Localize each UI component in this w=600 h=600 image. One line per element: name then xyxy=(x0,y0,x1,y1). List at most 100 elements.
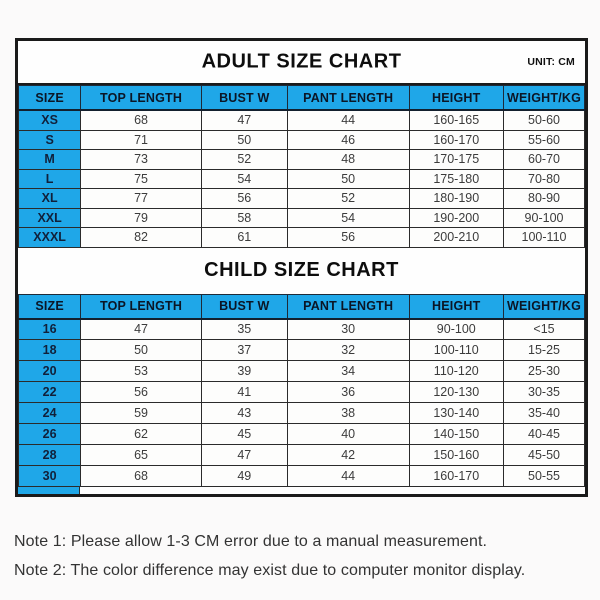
table-row: 24 59 43 38 130-140 35-40 xyxy=(17,402,585,425)
table-row: XS 68 47 44 160-165 50-60 xyxy=(17,109,585,131)
value-cell: 60-70 xyxy=(503,149,585,170)
table-row: XL 77 56 52 180-190 80-90 xyxy=(17,188,585,209)
value-cell: 34 xyxy=(286,360,410,383)
value-cell: <15 xyxy=(503,317,585,341)
table-row: S 71 50 46 160-170 55-60 xyxy=(17,129,585,150)
value-cell: 175-180 xyxy=(408,168,505,189)
value-cell: 170-175 xyxy=(408,149,505,170)
table-row: 18 50 37 32 100-110 15-25 xyxy=(17,339,585,362)
size-cell: XS xyxy=(17,109,82,131)
value-cell: 56 xyxy=(286,227,410,248)
note-line-2: Note 2: The color difference may exist d… xyxy=(14,562,526,579)
column-header: HEIGHT xyxy=(408,85,505,111)
value-cell: 82 xyxy=(80,227,202,248)
table-row: 30 68 49 44 160-170 50-55 xyxy=(17,465,585,487)
column-header: TOP LENGTH xyxy=(80,85,202,111)
value-cell: 110-120 xyxy=(408,360,505,383)
value-cell: 42 xyxy=(286,444,410,466)
value-cell: 160-165 xyxy=(408,109,505,131)
value-cell: 54 xyxy=(286,207,410,228)
value-cell: 45-50 xyxy=(503,444,585,466)
value-cell: 56 xyxy=(80,381,202,404)
size-cell: 22 xyxy=(17,381,82,404)
column-header: BUST W xyxy=(200,293,288,320)
value-cell: 90-100 xyxy=(408,317,505,341)
child-chart-title: CHILD SIZE CHART xyxy=(204,259,399,281)
value-cell: 48 xyxy=(286,149,410,170)
value-cell: 71 xyxy=(80,129,202,150)
column-header: WEIGHT/KG xyxy=(503,85,585,111)
value-cell: 61 xyxy=(200,227,288,248)
value-cell: 100-110 xyxy=(408,339,505,362)
value-cell: 200-210 xyxy=(408,227,505,248)
table-row: 22 56 41 36 120-130 30-35 xyxy=(17,381,585,404)
value-cell: 68 xyxy=(80,465,202,487)
adult-size-table: SIZE TOP LENGTH BUST W PANT LENGTH HEIGHT WEI… xyxy=(17,85,585,248)
column-header: PANT LENGTH xyxy=(286,85,410,111)
value-cell: 70-80 xyxy=(503,168,585,189)
column-header: SIZE xyxy=(17,293,82,320)
value-cell: 56 xyxy=(200,188,288,209)
value-cell: 32 xyxy=(286,339,410,362)
value-cell: 41 xyxy=(200,381,288,404)
size-cell: XL xyxy=(17,188,82,209)
size-cell: XXXL xyxy=(17,227,82,248)
value-cell: 100-110 xyxy=(503,227,585,248)
size-cell: 26 xyxy=(17,423,82,446)
value-cell: 130-140 xyxy=(408,402,505,425)
child-chart-title-row: CHILD SIZE CHART xyxy=(18,248,585,294)
value-cell: 40-45 xyxy=(503,423,585,446)
value-cell: 50 xyxy=(286,168,410,189)
column-header: SIZE xyxy=(17,85,82,111)
value-cell: 50 xyxy=(200,129,288,150)
table-row: XXL 79 58 54 190-200 90-100 xyxy=(17,207,585,228)
table-row: M 73 52 48 170-175 60-70 xyxy=(17,149,585,170)
column-header: HEIGHT xyxy=(408,293,505,320)
value-cell: 25-30 xyxy=(503,360,585,383)
value-cell: 53 xyxy=(80,360,202,383)
value-cell: 90-100 xyxy=(503,207,585,228)
value-cell: 75 xyxy=(80,168,202,189)
column-header: PANT LENGTH xyxy=(286,293,410,320)
value-cell: 43 xyxy=(200,402,288,425)
value-cell: 35 xyxy=(200,317,288,341)
value-cell: 39 xyxy=(200,360,288,383)
value-cell: 68 xyxy=(80,109,202,131)
note-line-1: Note 1: Please allow 1-3 CM error due to… xyxy=(14,533,488,550)
column-header: TOP LENGTH xyxy=(80,293,202,320)
value-cell: 190-200 xyxy=(408,207,505,228)
value-cell: 44 xyxy=(286,465,410,487)
value-cell: 36 xyxy=(286,381,410,404)
value-cell: 54 xyxy=(200,168,288,189)
value-cell: 44 xyxy=(286,109,410,131)
value-cell: 37 xyxy=(200,339,288,362)
adult-chart-title-row: ADULT SIZE CHART UNIT: CM xyxy=(18,41,585,85)
size-cell: XXL xyxy=(17,207,82,228)
value-cell: 160-170 xyxy=(408,129,505,150)
size-chart-frame: ADULT SIZE CHART UNIT: CM SIZE TOP LENGTH… xyxy=(15,38,588,497)
table-row: 26 62 45 40 140-150 40-45 xyxy=(17,423,585,446)
value-cell: 35-40 xyxy=(503,402,585,425)
notes-block: Note 1: Please allow 1-3 CM error due to… xyxy=(14,527,525,585)
unit-label: UNIT: CM xyxy=(527,56,575,68)
value-cell: 180-190 xyxy=(408,188,505,209)
value-cell: 50-60 xyxy=(503,109,585,131)
table-row: L 75 54 50 175-180 70-80 xyxy=(17,168,585,189)
value-cell: 59 xyxy=(80,402,202,425)
table-row: 20 53 39 34 110-120 25-30 xyxy=(17,360,585,383)
size-cell: 30 xyxy=(17,465,82,487)
size-cell: 18 xyxy=(17,339,82,362)
value-cell: 52 xyxy=(286,188,410,209)
size-cell: L xyxy=(17,168,82,189)
value-cell: 120-130 xyxy=(408,381,505,404)
column-header: BUST W xyxy=(200,85,288,111)
value-cell: 150-160 xyxy=(408,444,505,466)
table-row: XXXL 82 61 56 200-210 100-110 xyxy=(17,227,585,248)
header-row: SIZE TOP LENGTH BUST W PANT LENGTH HEIGHT WEI… xyxy=(17,293,585,320)
column-header: WEIGHT/KG xyxy=(503,293,585,320)
value-cell: 30 xyxy=(286,317,410,341)
header-row: SIZE TOP LENGTH BUST W PANT LENGTH HEIGHT WEI… xyxy=(17,85,585,111)
table-footer-strip xyxy=(18,487,585,494)
value-cell: 47 xyxy=(200,109,288,131)
